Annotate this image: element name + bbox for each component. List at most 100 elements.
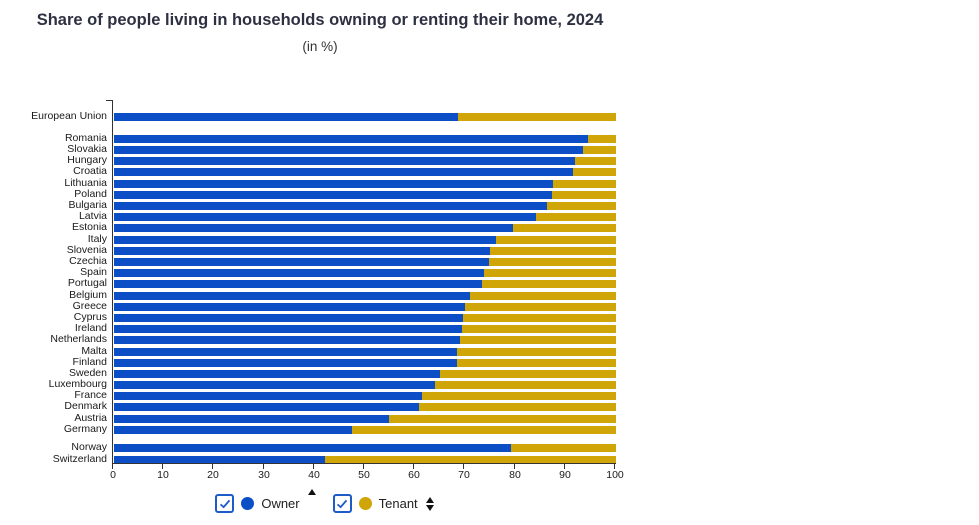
x-axis-tick: [313, 464, 314, 469]
country-label: Bulgaria: [68, 199, 107, 211]
country-label: Czechia: [69, 255, 107, 267]
tenant-bar-segment[interactable]: [496, 236, 616, 244]
tenant-bar-segment[interactable]: [457, 359, 616, 367]
bar-row: [114, 370, 616, 378]
owner-bar-segment[interactable]: [114, 280, 482, 288]
tenant-bar-segment[interactable]: [458, 113, 616, 121]
country-label: Switzerland: [52, 453, 107, 465]
x-axis-tick: [614, 464, 615, 469]
owner-bar-segment[interactable]: [114, 426, 352, 434]
owner-bar-segment[interactable]: [114, 135, 588, 143]
bar-row: [114, 180, 616, 188]
tenant-bar-segment[interactable]: [583, 146, 616, 154]
owner-checkbox[interactable]: [215, 494, 235, 513]
bar-row: [114, 381, 616, 389]
chart-subtitle: (in %): [302, 39, 338, 54]
tenant-bar-segment[interactable]: [435, 381, 616, 389]
x-axis-tick-label: 100: [606, 469, 624, 481]
bar-row: [114, 292, 616, 300]
tenant-bar-segment[interactable]: [513, 224, 616, 232]
tenant-bar-segment[interactable]: [489, 258, 616, 266]
country-label: Ireland: [74, 322, 107, 334]
owner-bar-segment[interactable]: [114, 348, 457, 356]
owner-bar-segment[interactable]: [114, 392, 422, 400]
country-label: Slovenia: [66, 244, 107, 256]
owner-bar-segment[interactable]: [114, 370, 440, 378]
bar-row: [114, 456, 616, 464]
x-axis-line: [112, 463, 616, 464]
tenant-bar-segment[interactable]: [460, 336, 616, 344]
country-label: Netherlands: [50, 333, 107, 345]
owner-bar-segment[interactable]: [114, 258, 489, 266]
owner-bar-segment[interactable]: [114, 314, 463, 322]
tenant-bar-segment[interactable]: [352, 426, 616, 434]
checkmark-icon: [337, 499, 348, 508]
owner-bar-segment[interactable]: [114, 292, 470, 300]
tenant-bar-segment[interactable]: [484, 269, 616, 277]
x-axis-tick-label: 30: [258, 469, 270, 481]
owner-bar-segment[interactable]: [114, 336, 460, 344]
tenant-bar-segment[interactable]: [552, 191, 616, 199]
tenant-bar-segment[interactable]: [482, 280, 616, 288]
owner-bar-segment[interactable]: [114, 303, 465, 311]
tenant-bar-segment[interactable]: [422, 392, 616, 400]
country-label: Greece: [72, 300, 107, 312]
legend-label-owner: Owner: [261, 496, 300, 511]
tenant-bar-segment[interactable]: [470, 292, 616, 300]
tenant-bar-segment[interactable]: [511, 444, 616, 452]
bar-row: [114, 403, 616, 411]
sort-both-icon[interactable]: [425, 496, 435, 512]
bar-row: [114, 113, 616, 121]
owner-bar-segment[interactable]: [114, 269, 484, 277]
x-axis-tick: [463, 464, 464, 469]
owner-bar-segment[interactable]: [114, 180, 553, 188]
owner-bar-segment[interactable]: [114, 113, 458, 121]
country-label: Estonia: [71, 221, 107, 233]
owner-bar-segment[interactable]: [114, 444, 511, 452]
owner-bar-segment[interactable]: [114, 381, 435, 389]
tenant-bar-segment[interactable]: [325, 456, 616, 464]
tenant-bar-segment[interactable]: [465, 303, 616, 311]
tenant-bar-segment[interactable]: [463, 314, 616, 322]
tenant-bar-segment[interactable]: [490, 247, 616, 255]
owner-bar-segment[interactable]: [114, 359, 457, 367]
tenant-bar-segment[interactable]: [457, 348, 616, 356]
tenant-checkbox[interactable]: [332, 494, 352, 513]
owner-bar-segment[interactable]: [114, 403, 419, 411]
owner-bar-segment[interactable]: [114, 325, 462, 333]
owner-bar-segment[interactable]: [114, 202, 547, 210]
x-axis-tick: [413, 464, 414, 469]
x-axis-tick: [212, 464, 213, 469]
tenant-bar-segment[interactable]: [419, 403, 616, 411]
owner-bar-segment[interactable]: [114, 146, 583, 154]
owner-bar-segment[interactable]: [114, 191, 552, 199]
owner-bar-segment[interactable]: [114, 247, 490, 255]
bar-row: [114, 247, 616, 255]
owner-bar-segment[interactable]: [114, 456, 325, 464]
tenant-bar-segment[interactable]: [553, 180, 616, 188]
country-label: France: [74, 389, 107, 401]
owner-bar-segment[interactable]: [114, 157, 575, 165]
triangle-up-icon: [425, 496, 434, 503]
x-axis-tick: [514, 464, 515, 469]
tenant-bar-segment[interactable]: [389, 415, 616, 423]
owner-bar-segment[interactable]: [114, 168, 573, 176]
tenant-bar-segment[interactable]: [547, 202, 616, 210]
checkmark-icon: [219, 499, 231, 508]
bar-row: [114, 224, 616, 232]
tenant-bar-segment[interactable]: [462, 325, 616, 333]
country-label: Hungary: [67, 154, 107, 166]
tenant-bar-segment[interactable]: [440, 370, 616, 378]
country-label: Slovakia: [67, 143, 107, 155]
owner-bar-segment[interactable]: [114, 213, 536, 221]
country-label: Belgium: [69, 289, 107, 301]
country-label: Cyprus: [73, 311, 107, 323]
owner-bar-segment[interactable]: [114, 236, 496, 244]
owner-bar-segment[interactable]: [114, 415, 389, 423]
tenant-bar-segment[interactable]: [575, 157, 616, 165]
sort-ascending-icon[interactable]: [307, 488, 317, 496]
tenant-bar-segment[interactable]: [536, 213, 616, 221]
owner-bar-segment[interactable]: [114, 224, 513, 232]
tenant-bar-segment[interactable]: [573, 168, 616, 176]
tenant-bar-segment[interactable]: [588, 135, 616, 143]
